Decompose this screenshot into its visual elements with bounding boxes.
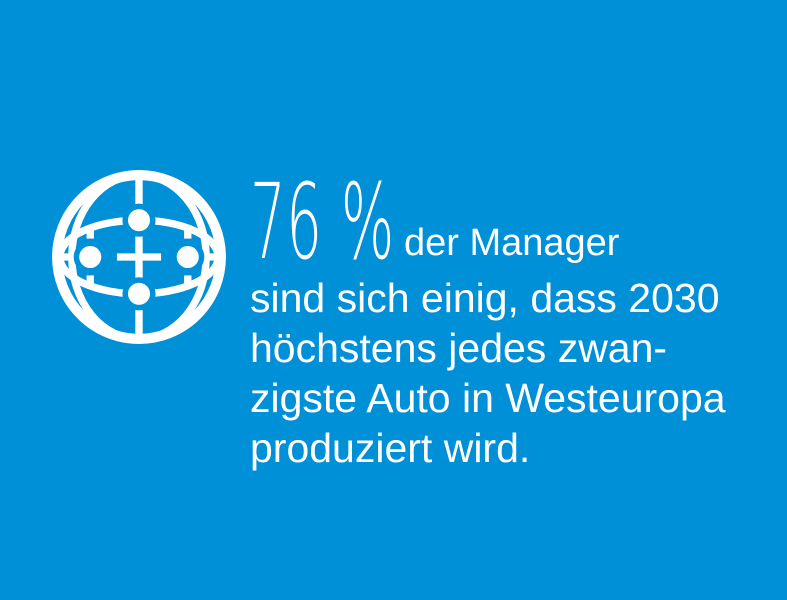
node-dot-right xyxy=(176,245,199,269)
tick-right-node-bottom xyxy=(184,275,192,287)
tick-left-node-bottom xyxy=(86,275,94,287)
globe-network-icon xyxy=(47,165,231,349)
stat-statement-line: produziert wird. xyxy=(250,425,531,471)
stat-value: 76 % xyxy=(250,161,395,283)
icon-nodes xyxy=(79,209,199,305)
stat-statement: sind sich einig, dass 2030 höchstens jed… xyxy=(250,273,726,473)
node-dot-top xyxy=(127,209,151,232)
stat-statement-line: sind sich einig, dass 2030 xyxy=(250,275,720,321)
tick-left-node-top xyxy=(86,227,94,239)
gap-plus-right xyxy=(161,249,173,265)
stat-value-line: 76 % xyxy=(250,170,518,274)
stat-statement-line: zigste Auto in Westeuropa xyxy=(250,375,726,421)
stat-qualifier: der Manager xyxy=(404,222,620,264)
globe-network-icon-svg xyxy=(52,170,226,344)
gap-plus-left xyxy=(105,249,117,265)
stat-statement-line: höchstens jedes zwan- xyxy=(250,325,668,371)
tick-right-node-top xyxy=(184,227,192,239)
node-dot-left xyxy=(79,245,102,269)
globe-outline xyxy=(52,170,226,344)
node-dot-bottom xyxy=(127,282,151,305)
